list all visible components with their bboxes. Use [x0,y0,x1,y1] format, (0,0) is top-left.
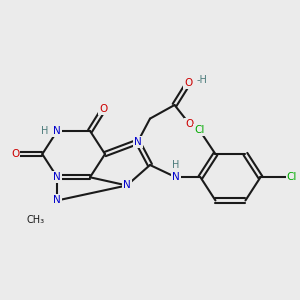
Text: O: O [185,119,194,129]
Text: N: N [123,181,131,190]
Text: -H: -H [196,76,207,85]
Text: N: N [53,126,61,136]
Text: H: H [41,126,49,136]
Text: N: N [172,172,180,182]
Text: Cl: Cl [286,172,297,182]
Text: CH₃: CH₃ [26,214,44,224]
Text: N: N [53,172,61,182]
Text: Cl: Cl [194,124,204,134]
Text: H: H [172,160,180,170]
Text: O: O [11,149,19,159]
Text: O: O [184,78,192,88]
Text: O: O [100,104,108,114]
Text: N: N [53,196,61,206]
Text: N: N [134,137,142,147]
